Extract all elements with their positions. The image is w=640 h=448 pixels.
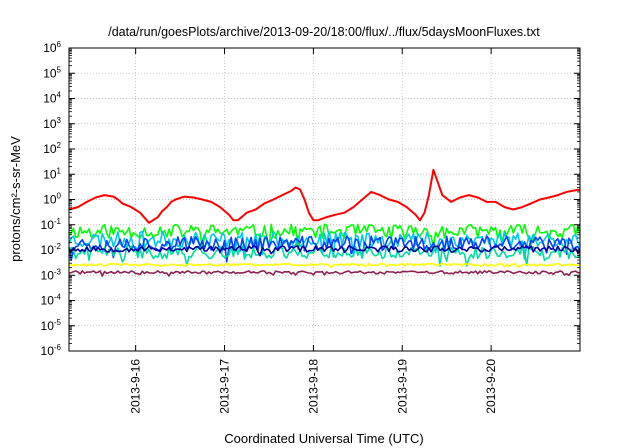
series-line-1 (68, 168, 581, 224)
y-tick-label: 101 (43, 166, 61, 181)
series-line-5 (68, 245, 581, 267)
data-series (68, 168, 581, 277)
series-line-2 (68, 223, 581, 250)
series-line-7 (68, 262, 581, 269)
y-axis: 106 105 104 103 102 101 100 10-1 10-2 10-3 10-4 10-… (41, 40, 580, 358)
y-tick-label: 10-6 (41, 343, 62, 358)
y-tick-label: 10-2 (41, 242, 62, 257)
x-axis: 2013-9-16 2013-9-17 2013-9-18 2013-9-19 2013… (129, 48, 498, 414)
y-tick-label: 10-1 (41, 217, 62, 232)
y-tick-label: 103 (43, 116, 61, 131)
x-tick-label: 2013-9-20 (484, 359, 498, 414)
chart-title: /data/run/goesPlots/archive/2013-09-20/1… (108, 25, 540, 39)
x-axis-label: Coordinated Universal Time (UTC) (224, 431, 423, 446)
series-line-6 (68, 245, 581, 257)
y-tick-label: 10-3 (41, 267, 62, 282)
y-tick-label: 104 (43, 91, 61, 106)
y-tick-label: 10-4 (41, 293, 62, 308)
y-tick-label: 106 (43, 40, 61, 55)
series-line-8 (68, 270, 580, 277)
x-tick-label: 2013-9-19 (395, 359, 409, 414)
y-tick-label: 102 (43, 141, 61, 156)
y-tick-label: 100 (43, 192, 61, 207)
x-tick-label: 2013-9-18 (306, 359, 320, 414)
x-tick-label: 2013-9-16 (129, 359, 143, 414)
y-tick-label: 10-5 (41, 318, 62, 333)
series-line-3 (68, 230, 581, 260)
x-tick-label: 2013-9-17 (218, 359, 232, 414)
y-axis-label: protons/cm²-s-sr-MeV (8, 136, 23, 262)
y-tick-label: 105 (43, 65, 61, 80)
grid-lines (69, 48, 580, 351)
